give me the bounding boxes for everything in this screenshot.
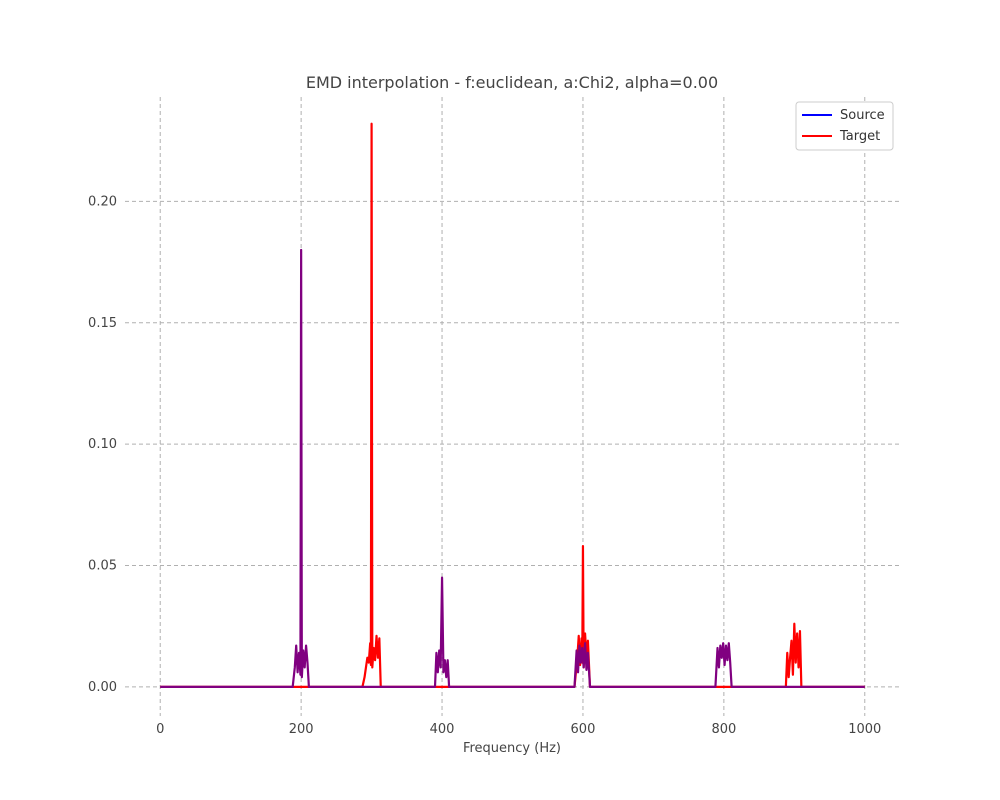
y-tick-label: 0.00 — [88, 680, 117, 695]
series-line-target — [160, 122, 865, 688]
y-tick-label: 0.05 — [88, 558, 117, 573]
chart-title: EMD interpolation - f:euclidean, a:Chi2,… — [306, 73, 718, 92]
x-tick-label: 800 — [711, 722, 736, 737]
axis-ticks: 0 200 400 600 800 1000 0.00 0.05 0.10 0.15 0.20 — [88, 194, 881, 737]
y-tick-label: 0.15 — [88, 316, 117, 331]
series-line-source — [160, 248, 865, 688]
grid — [125, 97, 900, 716]
y-tick-label: 0.20 — [88, 194, 117, 209]
x-tick-label: 1000 — [848, 722, 881, 737]
legend-label-target: Target — [839, 129, 880, 144]
series-layer — [160, 122, 865, 688]
x-tick-label: 0 — [156, 722, 164, 737]
x-tick-label: 400 — [430, 722, 455, 737]
x-axis-label: Frequency (Hz) — [463, 741, 561, 756]
legend-label-source: Source — [840, 108, 885, 123]
y-tick-label: 0.10 — [88, 437, 117, 452]
x-tick-label: 600 — [571, 722, 596, 737]
x-tick-label: 200 — [289, 722, 314, 737]
legend: Source Target — [795, 101, 894, 151]
